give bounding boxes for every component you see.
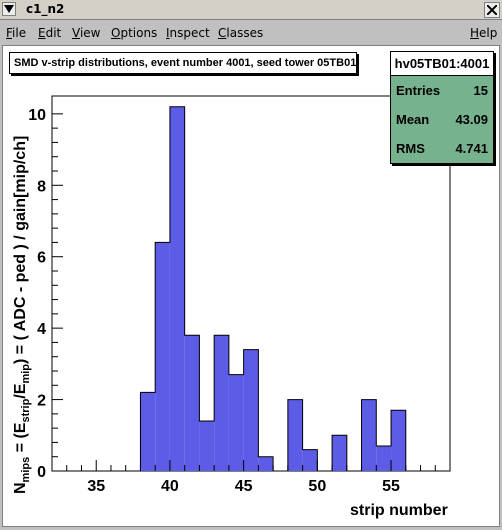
histogram-bar [214, 335, 229, 471]
root-canvas[interactable]: 35 40 45 50 55 0 2 4 6 8 10 strip number Nmips = (… [2, 45, 500, 527]
svg-text:Nmips = (Estrip/Emip) = ( ADC: Nmips = (Estrip/Emip) = ( ADC - ped ) / … [12, 136, 32, 494]
y-label-sub-mip: mip [20, 364, 32, 384]
y-label-eq1: = (E [12, 422, 29, 457]
histogram-outline [139, 106, 407, 472]
menu-view-label: iew [79, 26, 101, 40]
y-tick-label: 4 [37, 321, 46, 338]
y-label-sub-strip: strip [20, 398, 32, 422]
histogram-bar [376, 446, 392, 471]
menu-file-label: ile [12, 26, 27, 40]
histogram-plot[interactable]: 35 40 45 50 55 0 2 4 6 8 10 strip number Nmips = (… [3, 46, 499, 526]
y-tick-label: 10 [28, 107, 46, 124]
y-label-rest: ) = ( ADC - ped ) / gain[mip/ch] [12, 136, 29, 364]
histogram-bar [184, 335, 200, 471]
triangle-down-icon [4, 5, 14, 13]
menu-file-mnemonic: F [6, 26, 13, 40]
stats-value: 15 [473, 83, 488, 98]
menu-classes-label: lasses [226, 26, 264, 40]
histogram-bars [139, 106, 407, 472]
y-tick-label: 2 [37, 393, 46, 410]
histogram-title: SMD v-strip distributions, event number … [9, 52, 357, 74]
menu-edit[interactable]: Edit [38, 26, 61, 40]
histogram-bar [243, 349, 259, 471]
y-tick-label: 8 [37, 178, 46, 195]
menu-options-label: ptions [120, 26, 158, 40]
menu-help-label: elp [479, 26, 498, 40]
menu-help[interactable]: Help [470, 26, 497, 40]
x-tick-label: 45 [235, 478, 253, 495]
menu-bar: File Edit View Options Inspect Classes H… [0, 22, 502, 44]
close-icon [487, 5, 497, 15]
x-axis-title: strip number [350, 502, 448, 519]
menu-inspect-mnemonic: I [166, 26, 170, 40]
y-label-n: N [12, 482, 29, 494]
menu-options-mnemonic: O [111, 26, 121, 40]
histogram-bar [140, 392, 156, 471]
close-button[interactable] [484, 2, 500, 18]
x-tick-label: 35 [87, 478, 105, 495]
menu-help-mnemonic: H [470, 26, 480, 40]
menu-view[interactable]: View [72, 26, 100, 40]
stats-key: Mean [396, 112, 430, 127]
histogram-bar [332, 435, 347, 471]
menu-inspect-label: nspect [169, 26, 210, 40]
menu-view-mnemonic: V [72, 26, 80, 40]
histogram-bar [169, 106, 185, 471]
window-title: c1_n2 [26, 2, 65, 16]
stats-value: 43.09 [455, 112, 488, 127]
menu-options[interactable]: Options [111, 26, 157, 40]
window-menu-button[interactable] [2, 2, 16, 16]
histogram-bar [258, 456, 274, 471]
stats-value: 4.741 [455, 141, 488, 156]
menu-classes[interactable]: Classes [218, 26, 263, 40]
stats-box[interactable]: hv05TB01:4001 Entries 15 Mean 43.09 RMS … [390, 51, 494, 164]
stats-key: RMS [396, 141, 425, 156]
x-tick-label: 40 [161, 478, 179, 495]
histogram-bar [361, 399, 377, 471]
menu-classes-mnemonic: C [218, 26, 227, 40]
histogram-bar [391, 410, 406, 471]
histogram-bar [228, 374, 244, 471]
histogram-bar [155, 242, 170, 471]
y-tick-label: 0 [37, 464, 46, 481]
axes: 35 40 45 50 55 0 2 4 6 8 10 [28, 107, 436, 495]
y-tick-label: 6 [37, 250, 46, 267]
histogram-bar [302, 449, 318, 471]
x-tick-label: 55 [382, 478, 400, 495]
menu-file[interactable]: File [6, 26, 26, 40]
title-bar: c1_n2 [0, 0, 502, 20]
menu-edit-mnemonic: E [38, 26, 46, 40]
y-label-sub-mips: mips [20, 457, 32, 483]
y-axis-title: Nmips = (Estrip/Emip) = ( ADC - ped ) / … [12, 136, 32, 494]
stats-name: hv05TB01:4001 [391, 52, 493, 76]
y-label-slash: /E [12, 383, 29, 398]
menu-edit-label: dit [45, 26, 62, 40]
histogram-bar [287, 399, 303, 471]
x-tick-label: 50 [308, 478, 326, 495]
histogram-bar [199, 421, 215, 471]
menu-inspect[interactable]: Inspect [166, 26, 210, 40]
stats-key: Entries [396, 83, 441, 98]
